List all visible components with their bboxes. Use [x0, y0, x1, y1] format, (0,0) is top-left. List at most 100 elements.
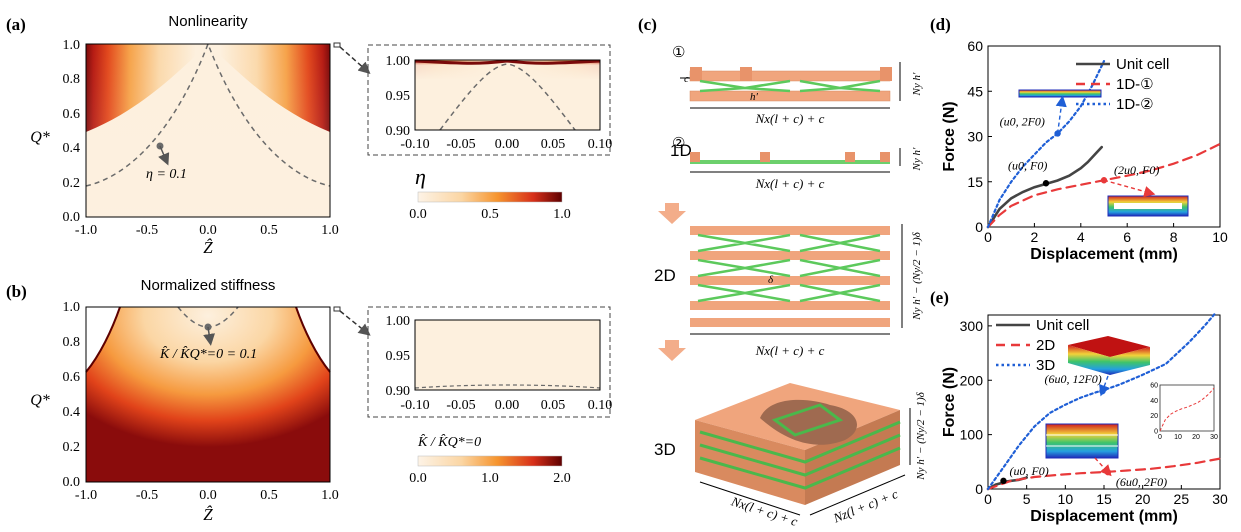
svg-text:1.0: 1.0 [63, 38, 81, 53]
y-tick-label: 15 [967, 174, 983, 190]
panel-d: (d) 0 2 4 6 8 10 0 15 30 45 60 Displacement (mm) For… [930, 15, 1228, 263]
svg-text:0.6: 0.6 [63, 370, 81, 385]
x-tick-label: 6 [1123, 229, 1131, 245]
legend-entry: 3D [1036, 357, 1055, 374]
svg-text:0.10: 0.10 [588, 398, 613, 413]
inset-a-xticks: -0.10 -0.05 0.00 0.05 0.10 [400, 137, 612, 152]
panel-label-d: (d) [930, 15, 951, 34]
panel-a-title: Nonlinearity [168, 13, 248, 30]
x-tick-label: 20 [1135, 491, 1151, 507]
svg-text:-0.05: -0.05 [446, 398, 475, 413]
y-tick-label: 300 [960, 318, 984, 334]
svg-text:0.8: 0.8 [63, 335, 81, 350]
panel-b-ylabel: Q* [30, 392, 50, 409]
svg-text:0.0: 0.0 [409, 207, 427, 222]
zoom-arrow-a [339, 46, 371, 74]
svg-text:1.00: 1.00 [386, 54, 411, 69]
inset-b [414, 319, 601, 391]
legend-entry: 1D-② [1116, 96, 1154, 113]
svg-text:1.00: 1.00 [386, 314, 411, 329]
inset-frame-a [367, 44, 611, 156]
x-axis-label-e: Displacement (mm) [1030, 508, 1178, 525]
colorbar-b-label: K̂ / K̂Q*=0 [417, 434, 481, 450]
fem-3d-top [1068, 336, 1150, 357]
inset-b-xticks: -0.10 -0.05 0.00 0.05 0.10 [400, 398, 612, 413]
annotation-b: K̂ / K̂Q*=0 = 0.1 [159, 346, 257, 362]
annotation-label: (u0, F0) [1008, 158, 1047, 172]
svg-text:0.00: 0.00 [495, 137, 520, 152]
svg-text:-0.5: -0.5 [136, 488, 158, 503]
y-axis-label-d: Force (N) [941, 101, 958, 171]
panel-b-title: Normalized stiffness [141, 277, 276, 294]
legend-entry: 1D-① [1116, 76, 1154, 93]
svg-text:-1.0: -1.0 [75, 223, 97, 238]
svg-text:0.0: 0.0 [409, 471, 427, 486]
annotation-label: (u0, F0) [1009, 464, 1048, 478]
fem-arrow-d-blue [1055, 95, 1067, 134]
panel-label-c: (c) [638, 15, 657, 34]
annotation-label: (6u0, 2F0) [1116, 475, 1167, 489]
series-line-1 [986, 457, 1222, 491]
colorbar-a-label: η [415, 164, 426, 189]
svg-text:1.0: 1.0 [63, 300, 81, 315]
series-line-2 [986, 311, 1218, 491]
svg-text:Nx(l + c) + c: Nx(l + c) + c [755, 343, 825, 358]
y-tick-label: 200 [960, 372, 984, 388]
panel-label-b: (b) [6, 282, 27, 301]
annotation-arrow-b [203, 326, 216, 346]
structure-1d-1: ① c h′ Ny h′ Nx(l + c) + c [672, 45, 923, 126]
series-line-0 [986, 145, 1103, 229]
fem-thumbnail-1d-2 [1018, 89, 1102, 98]
inset-frame-b [367, 306, 611, 418]
fem-thumbnail-2d [1045, 423, 1119, 459]
svg-text:Ny h′ − (Ny/2 − 1)δ: Ny h′ − (Ny/2 − 1)δ [911, 231, 923, 320]
legend-d: Unit cell 1D-① 1D-② [1076, 56, 1169, 113]
annotation-point [1000, 477, 1007, 485]
x-tick-label: 2 [1031, 229, 1039, 245]
inset-b-yticks: 1.00 0.95 0.90 [386, 314, 411, 399]
fem-arrow-d-red [1103, 179, 1156, 197]
svg-text:Nx(l + c) + c: Nx(l + c) + c [755, 111, 825, 126]
x-axis-label-d: Displacement (mm) [1030, 246, 1178, 263]
panel-a: (a) Nonlinearity 0.0 0.2 0.4 0.6 0.8 1.0… [6, 13, 612, 257]
svg-text:-0.05: -0.05 [446, 137, 475, 152]
label-1d: 1D [670, 141, 692, 160]
y-tick-label: 45 [967, 83, 983, 99]
inset-y-tick: 20 [1150, 413, 1158, 420]
svg-text:0.0: 0.0 [199, 223, 217, 238]
panel-b: (b) Normalized stiffness 0.0 0.2 0.4 0.6… [6, 277, 612, 524]
svg-text:δ: δ [768, 274, 774, 286]
colorbar-b-ticks: 0.0 1.0 2.0 [409, 471, 571, 486]
svg-text:Ny h′: Ny h′ [911, 147, 923, 171]
svg-text:Ny h′ − (Ny/2 − 1)δ: Ny h′ − (Ny/2 − 1)δ [915, 391, 927, 480]
legend-entry: Unit cell [1036, 317, 1089, 334]
panel-label-a: (a) [6, 15, 26, 34]
inset-y-tick: 40 [1150, 398, 1158, 405]
panel-c: (c) ① c h′ Ny h′ Nx(l + c) + c 1D ② [638, 15, 927, 529]
svg-text:0.4: 0.4 [63, 405, 81, 420]
svg-text:0.90: 0.90 [386, 384, 411, 399]
y-tick-label: 0 [975, 219, 983, 235]
annotation-label: (u0, 2F0) [1000, 114, 1045, 128]
x-tick-label: 8 [1170, 229, 1178, 245]
panel-b-xlabel: Ẑ [203, 505, 213, 524]
mark-1: ① [672, 45, 685, 61]
zoom-arrow-b [339, 310, 371, 336]
legend-entry: Unit cell [1116, 56, 1169, 73]
panel-b-yticks: 0.0 0.2 0.4 0.6 0.8 1.0 [63, 300, 81, 490]
svg-text:0.5: 0.5 [260, 223, 278, 238]
colorbar-b [417, 455, 563, 467]
label-2d: 2D [654, 266, 676, 285]
svg-text:1.0: 1.0 [321, 223, 339, 238]
svg-text:0.90: 0.90 [386, 124, 411, 139]
svg-text:Nx(l + c) + c: Nx(l + c) + c [755, 176, 825, 191]
y-tick-label: 0 [975, 481, 983, 497]
svg-text:0.05: 0.05 [541, 137, 566, 152]
svg-text:-0.5: -0.5 [136, 223, 158, 238]
structure-2d: δ Nx(l + c) + c Ny h′ − (Ny/2 − 1)δ [690, 224, 923, 358]
panel-b-xticks: -1.0 -0.5 0.0 0.5 1.0 [75, 488, 339, 503]
inset-frame-e [1159, 384, 1215, 432]
